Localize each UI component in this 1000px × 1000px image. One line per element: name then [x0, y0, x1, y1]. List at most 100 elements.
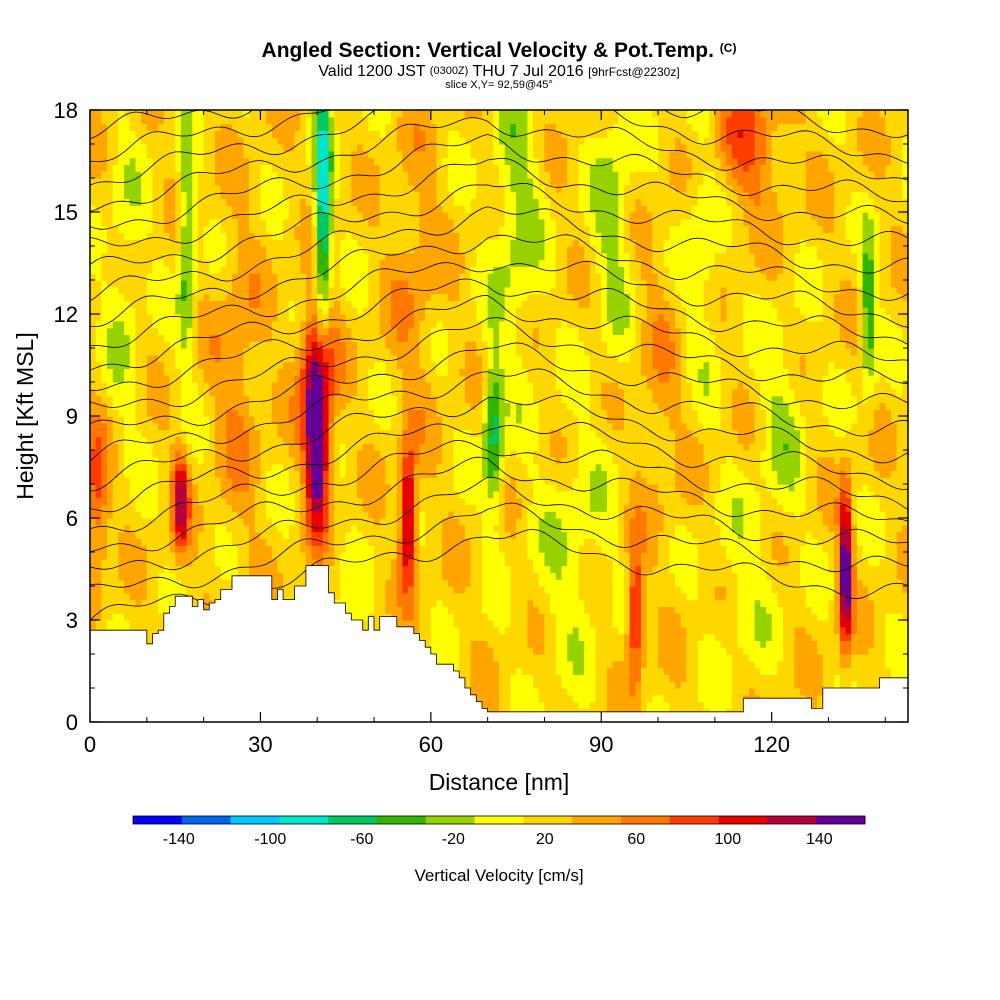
- velocity-cell: [868, 490, 875, 499]
- velocity-cell: [822, 565, 830, 573]
- velocity-cell: [748, 558, 756, 567]
- velocity-cell: [459, 490, 466, 499]
- velocity-cell: [260, 538, 267, 546]
- velocity-cell: [879, 490, 886, 499]
- velocity-cell: [129, 599, 137, 607]
- velocity-cell: [516, 688, 523, 696]
- velocity-cell: [226, 565, 233, 573]
- velocity-cell: [646, 511, 653, 519]
- velocity-cell: [209, 511, 216, 519]
- velocity-cell: [226, 504, 233, 512]
- velocity-cell: [368, 565, 375, 573]
- velocity-cell: [527, 531, 534, 539]
- velocity-cell: [623, 694, 631, 703]
- velocity-cell: [675, 538, 682, 546]
- velocity-cell: [845, 674, 852, 682]
- velocity-cell: [112, 558, 119, 567]
- velocity-cell: [481, 586, 489, 594]
- velocity-cell: [533, 606, 540, 614]
- velocity-cell: [419, 552, 426, 560]
- velocity-cell: [606, 579, 614, 587]
- velocity-cell: [470, 640, 477, 648]
- velocity-cell: [805, 565, 813, 573]
- velocity-cell: [385, 545, 392, 553]
- velocity-cell: [663, 694, 671, 703]
- velocity-cell: [521, 674, 528, 682]
- velocity-cell: [743, 579, 750, 587]
- velocity-cell: [862, 531, 869, 539]
- velocity-cell: [834, 647, 841, 655]
- velocity-cell: [873, 490, 881, 499]
- velocity-cell: [107, 592, 114, 601]
- velocity-cell: [800, 572, 807, 580]
- velocity-cell: [584, 558, 591, 567]
- velocity-cell: [408, 484, 415, 492]
- velocity-cell: [476, 490, 483, 499]
- velocity-cell: [828, 647, 835, 655]
- velocity-cell: [635, 490, 642, 499]
- velocity-cell: [851, 490, 858, 499]
- velocity-cell: [845, 599, 852, 607]
- velocity-cell: [873, 538, 881, 546]
- velocity-cell: [754, 626, 761, 635]
- velocity-cell: [618, 640, 625, 648]
- velocity-cell: [612, 545, 619, 553]
- velocity-cell: [129, 524, 137, 533]
- velocity-cell: [606, 524, 614, 533]
- velocity-cell: [726, 490, 733, 499]
- velocity-cell: [226, 558, 233, 567]
- velocity-cell: [720, 572, 727, 580]
- velocity-cell: [589, 531, 597, 539]
- velocity-cell: [623, 572, 631, 580]
- velocity-cell: [572, 606, 580, 614]
- velocity-cell: [578, 701, 585, 709]
- velocity-cell: [322, 484, 330, 492]
- velocity-cell: [726, 545, 733, 553]
- velocity-cell: [578, 552, 585, 560]
- velocity-cell: [345, 490, 352, 499]
- velocity-cell: [464, 620, 472, 628]
- velocity-cell: [794, 524, 801, 533]
- velocity-cell: [646, 558, 653, 567]
- velocity-cell: [254, 531, 262, 539]
- velocity-cell: [760, 654, 767, 662]
- velocity-cell: [890, 552, 898, 560]
- velocity-cell: [413, 613, 421, 621]
- velocity-cell: [726, 497, 733, 505]
- velocity-cell: [589, 701, 597, 709]
- velocity-cell: [669, 688, 676, 696]
- velocity-cell: [612, 490, 619, 499]
- velocity-cell: [481, 565, 489, 573]
- velocity-cell: [635, 518, 642, 526]
- velocity-cell: [379, 592, 386, 601]
- velocity-cell: [584, 572, 591, 580]
- velocity-cell: [601, 688, 608, 696]
- velocity-cell: [476, 688, 483, 696]
- velocity-cell: [152, 511, 159, 519]
- velocity-cell: [425, 620, 432, 628]
- velocity-cell: [283, 579, 290, 587]
- velocity-cell: [726, 531, 733, 539]
- velocity-cell: [266, 538, 273, 546]
- velocity-cell: [777, 620, 784, 628]
- velocity-cell: [851, 558, 858, 567]
- velocity-cell: [561, 674, 568, 682]
- velocity-cell: [720, 579, 727, 587]
- velocity-cell: [709, 518, 716, 526]
- velocity-cell: [834, 552, 841, 560]
- velocity-cell: [879, 660, 886, 669]
- velocity-cell: [493, 484, 500, 492]
- velocity-cell: [629, 531, 636, 539]
- velocity-cell: [822, 552, 830, 560]
- velocity-cell: [862, 545, 869, 553]
- velocity-cell: [90, 504, 97, 512]
- velocity-cell: [220, 497, 227, 505]
- velocity-cell: [561, 660, 568, 669]
- velocity-cell: [112, 586, 119, 594]
- velocity-cell: [783, 579, 790, 587]
- velocity-cell: [663, 620, 671, 628]
- velocity-cell: [748, 572, 756, 580]
- velocity-cell: [822, 606, 830, 614]
- velocity-cell: [527, 565, 534, 573]
- velocity-cell: [811, 626, 818, 635]
